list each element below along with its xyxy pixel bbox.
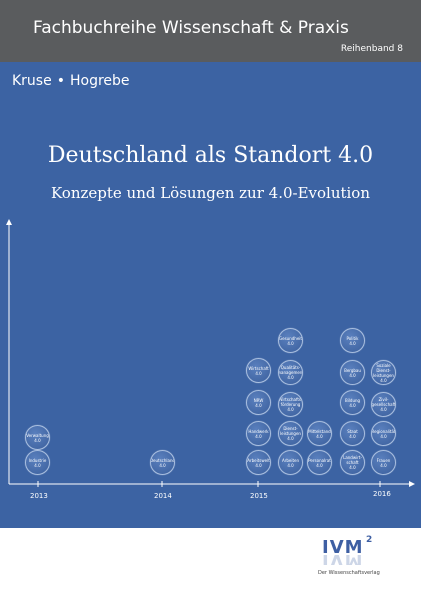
timeline-bubble: Frauen 4.0: [371, 450, 396, 475]
timeline-bubble: Mittelstand 4.0: [307, 421, 332, 446]
series-title: Fachbuchreihe Wissenschaft & Praxis: [33, 18, 349, 38]
timeline-bubble: Personalrat 4.0: [307, 450, 332, 475]
timeline-bubble: Zivil- gesellschaft 4.0: [371, 392, 396, 417]
author-1: Kruse: [12, 73, 52, 89]
book-title: Deutschland als Standort 4.0: [47, 143, 374, 168]
authors: Kruse • Hogrebe: [12, 73, 130, 89]
timeline-bubble: Deutschland 4.0: [150, 450, 175, 475]
timeline-year-label: 2014: [154, 492, 172, 500]
publisher-logo-superscript: 2: [366, 535, 373, 545]
publisher-logo-mark: IVM: [322, 537, 364, 558]
publisher-logo: IVM 2 IVM Der Wissenschaftsverlag: [300, 535, 410, 592]
timeline-bubble: Verwaltung 4.0: [25, 425, 50, 450]
timeline-bubble: Industrie 4.0: [25, 450, 50, 475]
timeline-bubble: Wirtschafts- förderung 4.0: [278, 392, 303, 417]
book-subtitle: Konzepte und Lösungen zur 4.0-Evolution: [50, 184, 370, 202]
timeline-bubble: Bergbau 4.0: [340, 360, 365, 385]
timeline-bubble: Qualitäts- management 4.0: [278, 360, 303, 385]
timeline-bubble: Handwerk 4.0: [246, 421, 271, 446]
timeline-year-label: 2013: [30, 492, 48, 500]
publisher-logo-reflection: IVM: [322, 555, 364, 565]
volume-label: Reihenband 8: [340, 44, 403, 54]
timeline-bubble: Dienst- leistungen 4.0: [278, 421, 303, 446]
timeline-bubble: Arbeiten 4.0: [278, 450, 303, 475]
author-separator: •: [56, 73, 65, 89]
timeline-bubble: NRW 4.0: [246, 390, 271, 415]
timeline-bubble: Regionalität 4.0: [371, 421, 396, 446]
timeline-bubble: Gesundheit 4.0: [278, 328, 303, 353]
timeline-year-label: 2016: [373, 490, 391, 498]
timeline-bubble: Landwirt- schaft 4.0: [340, 450, 365, 475]
series-header: Fachbuchreihe Wissenschaft & Praxis Reih…: [0, 0, 421, 62]
author-2: Hogrebe: [69, 73, 130, 89]
timeline-bubble: Politik 4.0: [340, 328, 365, 353]
timeline-bubble: Arbeitswelt 4.0: [246, 450, 271, 475]
timeline-bubble: Wirtschaft 4.0: [246, 358, 271, 383]
timeline-year-label: 2015: [250, 492, 268, 500]
timeline-bubble: Soziale Dienst- leistungen 4.0: [371, 360, 396, 385]
publisher-tagline: Der Wissenschaftsverlag: [318, 570, 380, 576]
timeline-bubble: Bildung 4.0: [340, 390, 365, 415]
timeline-bubble: Staat 4.0: [340, 421, 365, 446]
